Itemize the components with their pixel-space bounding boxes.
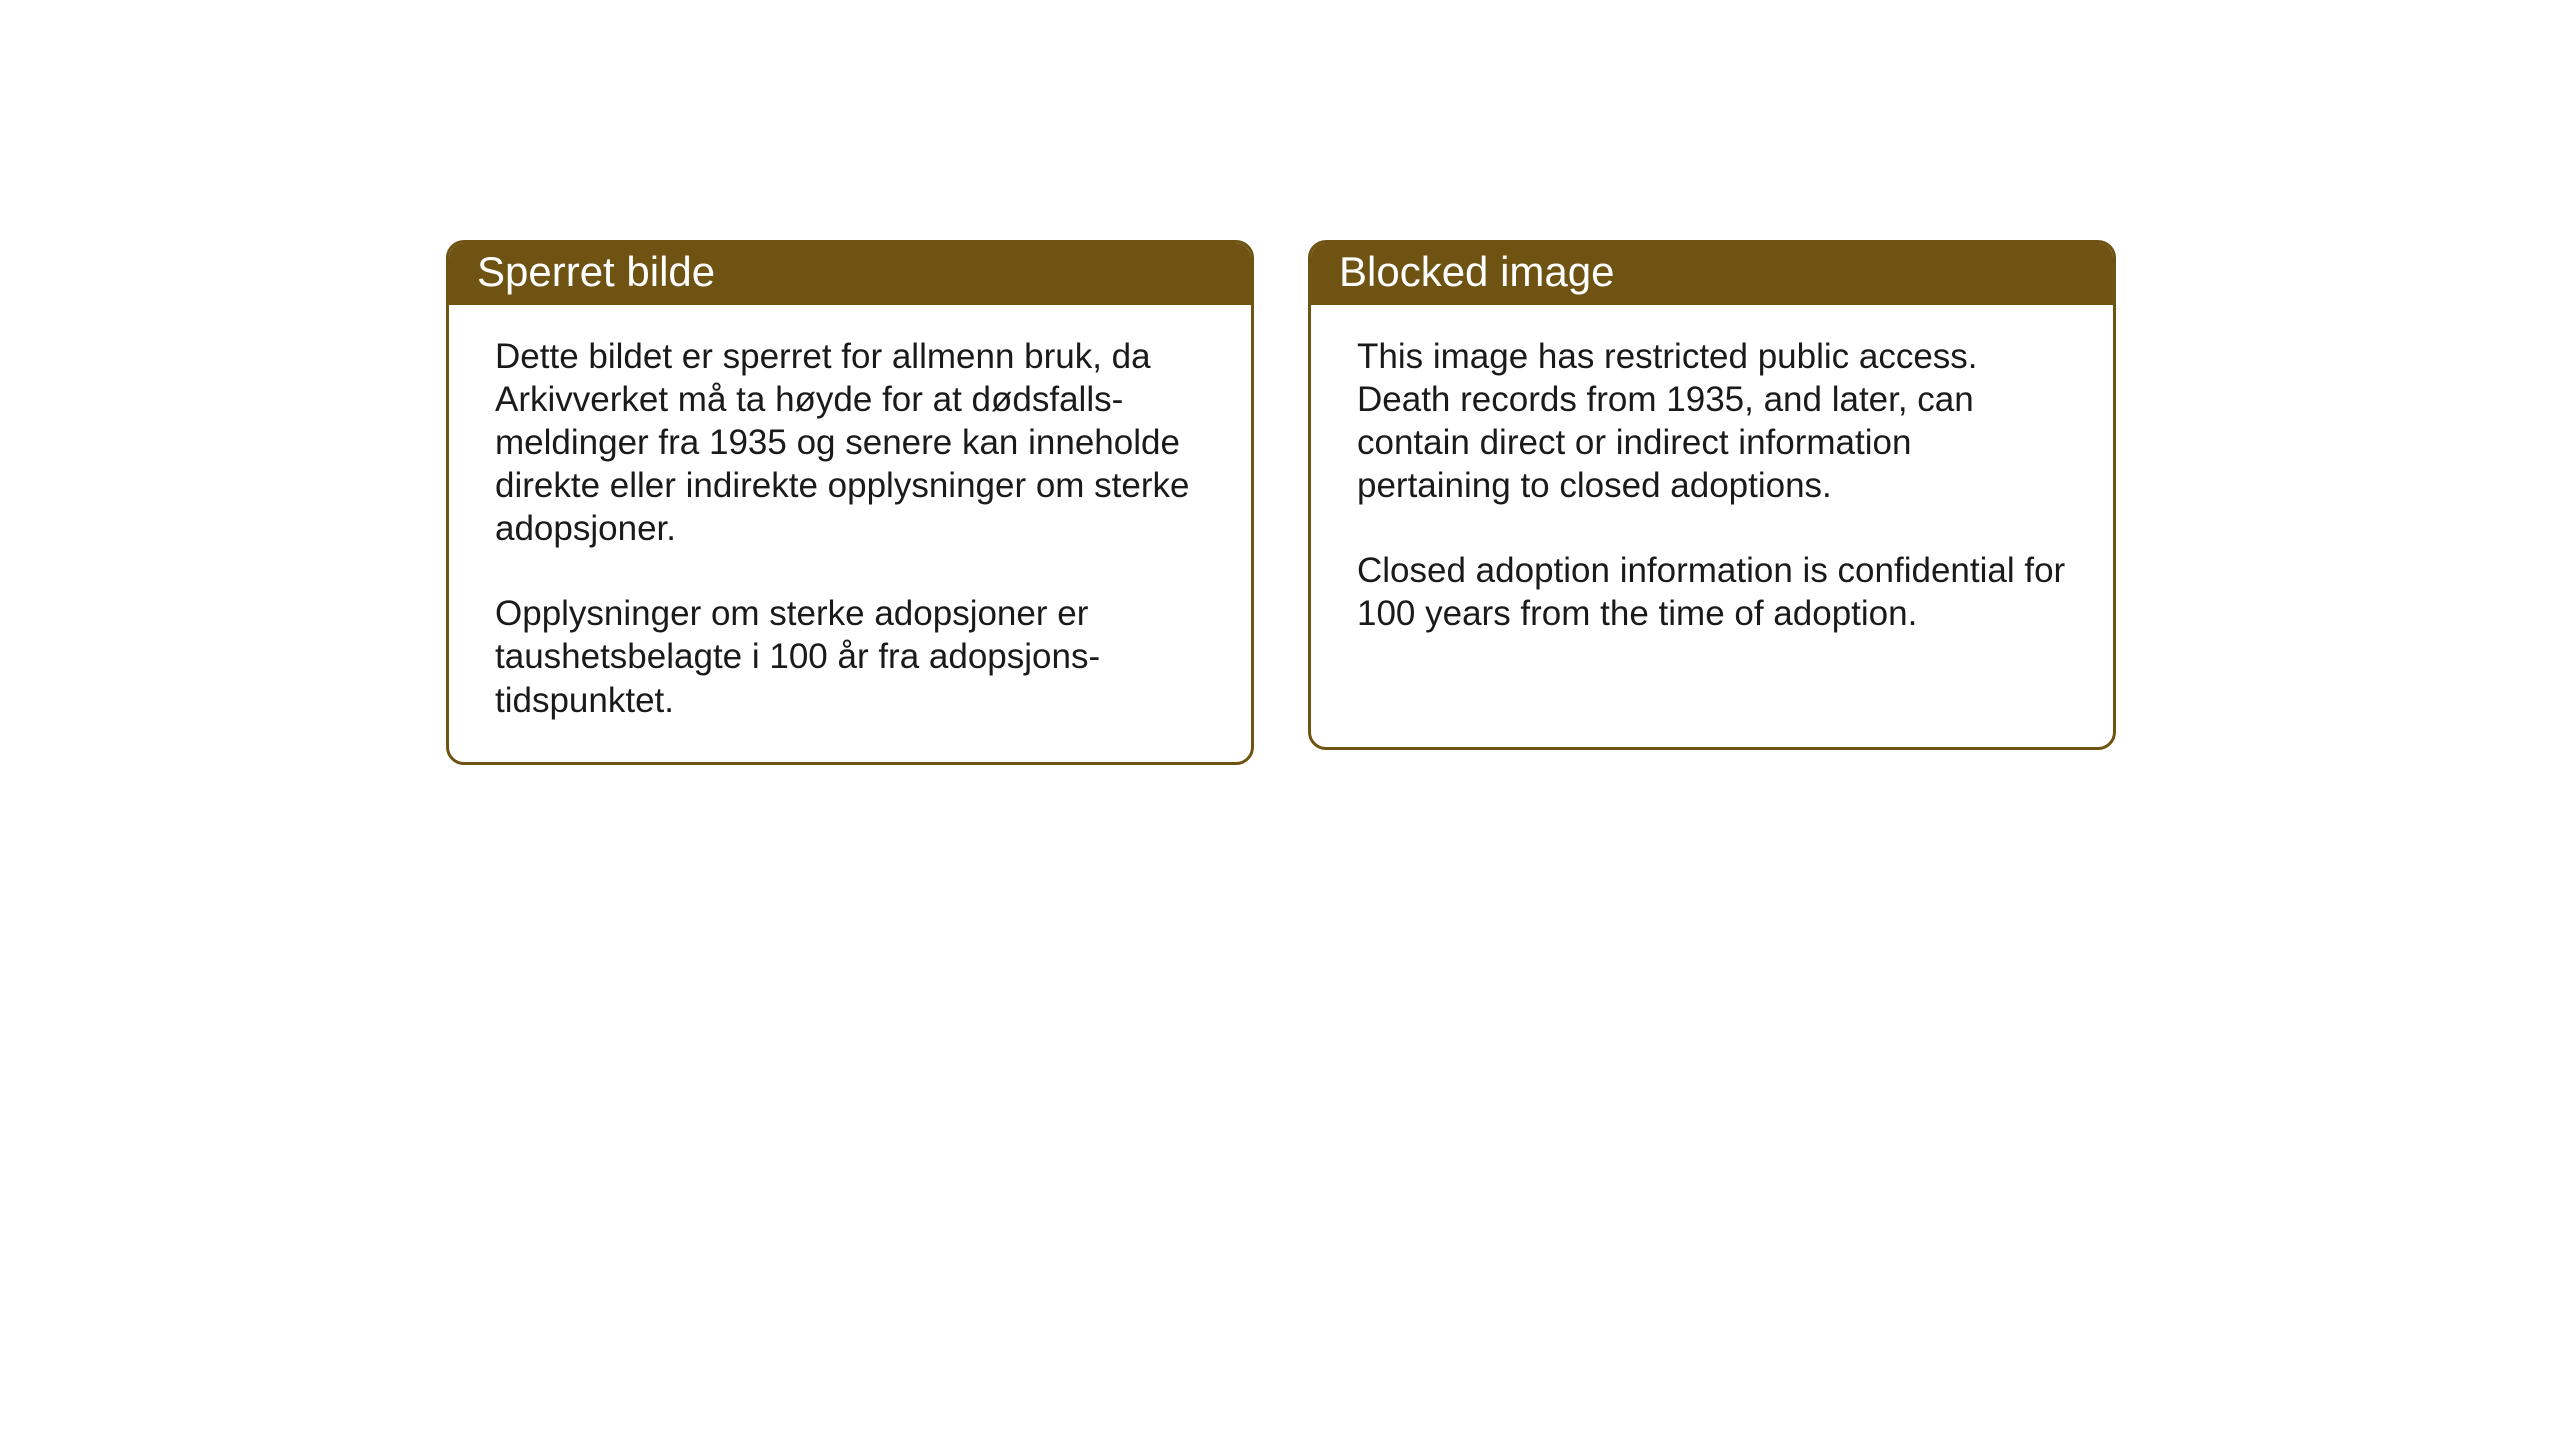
notice-paragraph: Opplysninger om sterke adopsjoner er tau… <box>495 592 1205 721</box>
notice-body-english: This image has restricted public access.… <box>1311 305 2113 675</box>
notice-container: Sperret bilde Dette bildet er sperret fo… <box>446 240 2116 765</box>
notice-body-norwegian: Dette bildet er sperret for allmenn bruk… <box>449 305 1251 761</box>
notice-card-english: Blocked image This image has restricted … <box>1308 240 2116 750</box>
notice-card-norwegian: Sperret bilde Dette bildet er sperret fo… <box>446 240 1254 765</box>
notice-paragraph: Closed adoption information is confident… <box>1357 549 2067 635</box>
notice-paragraph: Dette bildet er sperret for allmenn bruk… <box>495 335 1205 550</box>
notice-title-english: Blocked image <box>1311 243 2113 305</box>
notice-title-norwegian: Sperret bilde <box>449 243 1251 305</box>
notice-paragraph: This image has restricted public access.… <box>1357 335 2067 507</box>
